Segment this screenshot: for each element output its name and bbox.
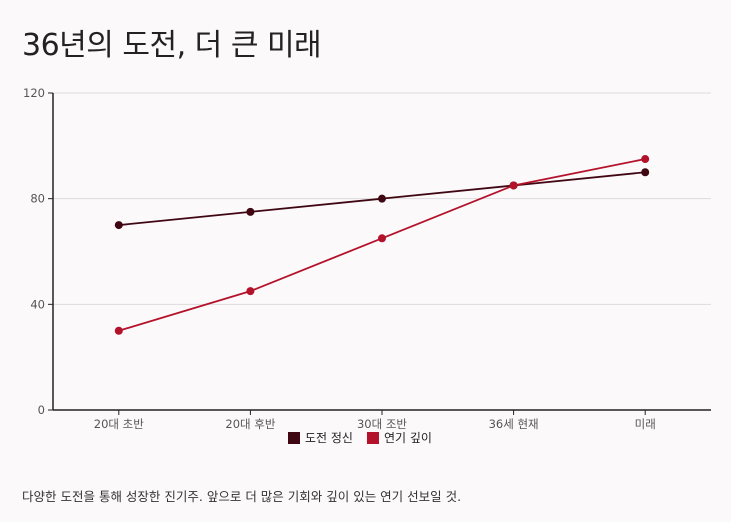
- legend-label: 연기 깊이: [384, 431, 432, 445]
- y-tick-label: 40: [30, 297, 45, 311]
- chart-title: 36년의 도전, 더 큰 미래: [22, 28, 322, 63]
- data-point: [114, 326, 123, 335]
- chart-caption: 다양한 도전을 통해 성장한 진기주. 앞으로 더 많은 기회와 깊이 있는 연…: [22, 489, 462, 504]
- y-tick-label: 80: [30, 192, 45, 206]
- data-point: [246, 287, 255, 296]
- x-tick-label: 36세 현재: [489, 417, 539, 431]
- data-point: [378, 234, 386, 243]
- legend-label: 도전 정신: [305, 431, 353, 445]
- legend-swatch: [366, 432, 379, 444]
- axes: [48, 92, 711, 415]
- data-point: [641, 168, 650, 177]
- data-point: [509, 181, 518, 190]
- line-chart: 0 40 80 120 20대 초반 20대 후반 30대 조반 36세 현재 미래 도전 정…: [23, 86, 711, 445]
- x-tick-label: 미래: [635, 417, 656, 431]
- series-line: [118, 158, 646, 332]
- y-tick-label: 120: [23, 86, 45, 100]
- x-tick-label: 30대 조반: [357, 417, 407, 431]
- legend-swatch: [288, 432, 300, 444]
- data-point: [114, 221, 123, 230]
- x-tick-label: 20대 후반: [225, 417, 275, 431]
- data-point: [246, 207, 255, 216]
- y-tick-label: 0: [38, 403, 45, 417]
- data-point: [378, 194, 386, 203]
- series-group: [114, 155, 650, 335]
- y-tick-labels: 0 40 80 120: [23, 86, 45, 417]
- legend: 도전 정신 연기 깊이: [288, 431, 432, 445]
- data-point: [641, 155, 650, 164]
- x-tick-label: 20대 초반: [94, 417, 144, 431]
- x-tick-labels: 20대 초반 20대 후반 30대 조반 36세 현재 미래: [94, 417, 656, 431]
